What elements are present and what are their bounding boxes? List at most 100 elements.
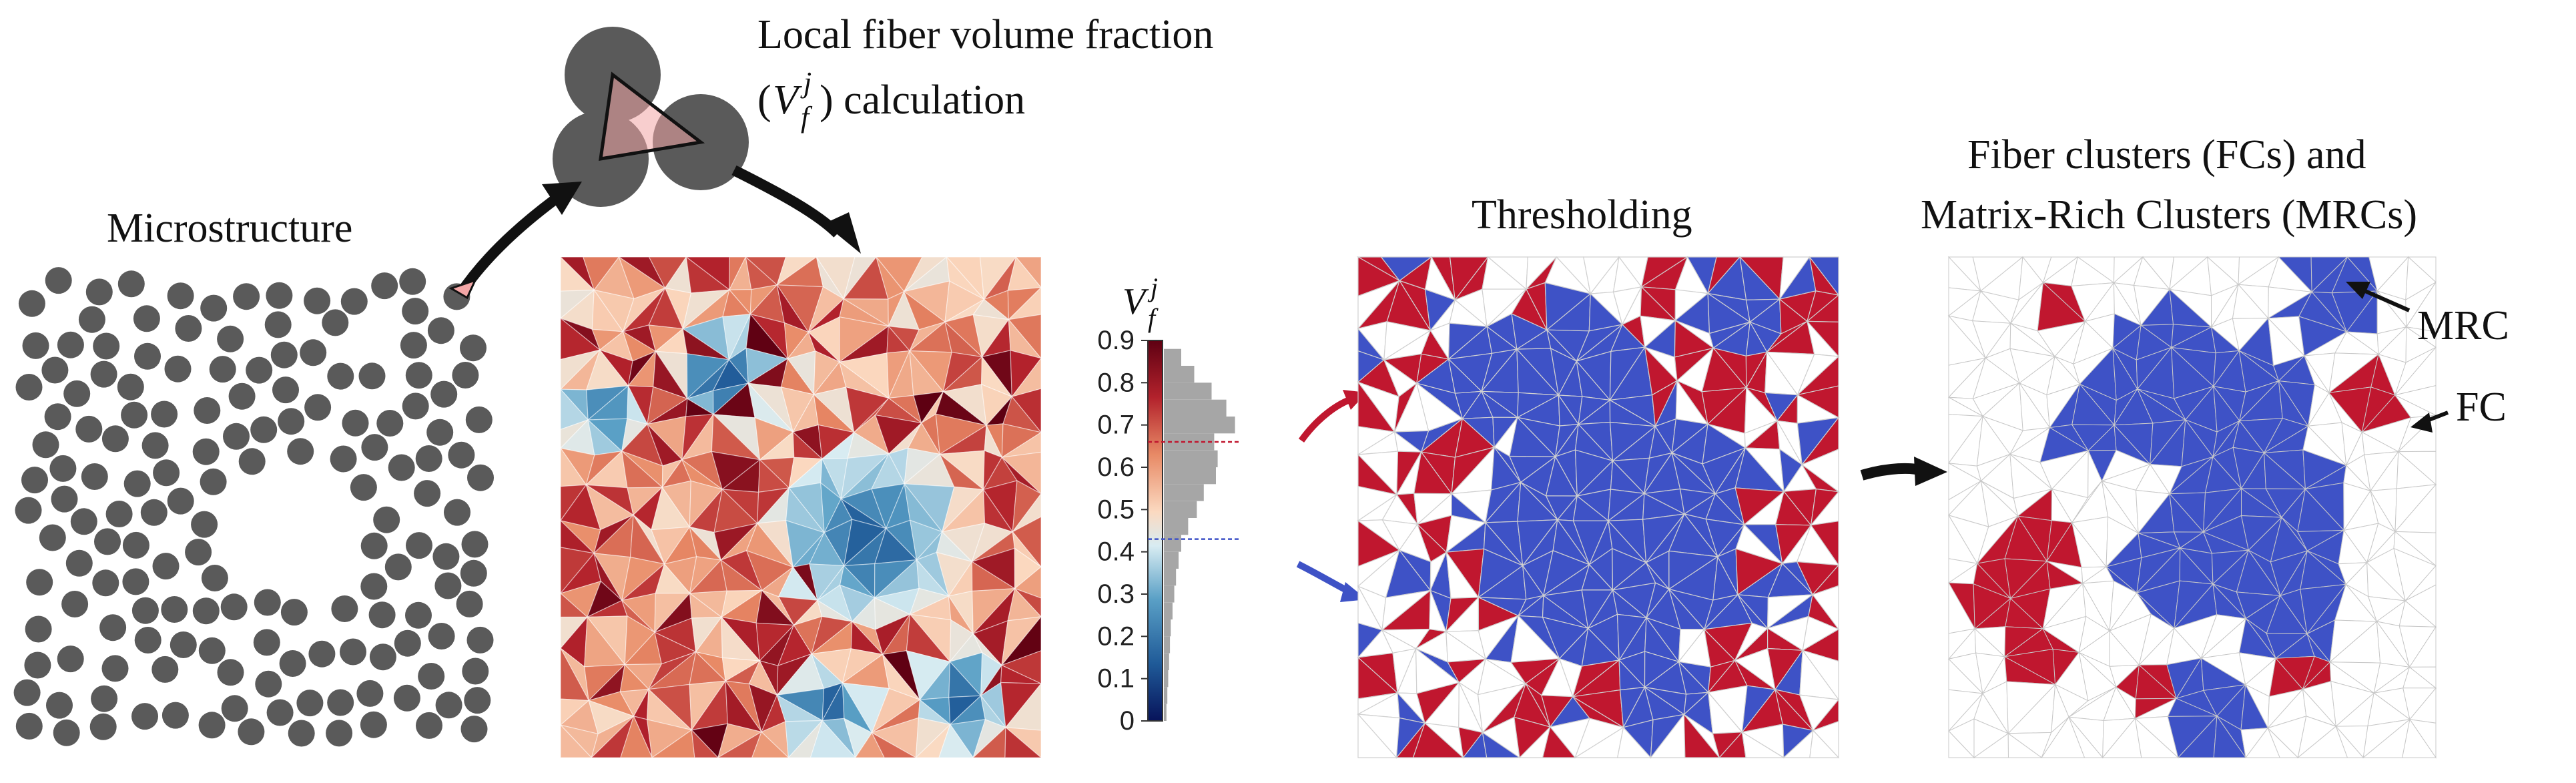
fiber [15,712,43,740]
fiber [131,597,159,624]
fiber [85,278,113,306]
threshold-element [1741,731,1785,758]
fiber [53,719,80,746]
fiber [287,438,314,465]
fiber [122,531,149,559]
mesh-element [620,715,653,758]
fiber [191,511,218,538]
vf-symbol-sup: j [800,66,812,99]
fiber [209,356,236,383]
fiber [462,658,489,685]
fiber [288,720,315,747]
colorbar-tick-label: 0.3 [1097,579,1135,609]
fiber [45,267,72,294]
fiber [264,311,292,338]
fiber [167,487,194,515]
fiber [465,406,493,433]
fiber [164,355,192,382]
fiber [331,595,358,622]
fiber [464,687,491,714]
fiber [360,573,388,600]
fiber [278,408,305,435]
histogram-bar [1164,518,1189,535]
fiber [15,374,43,401]
fiber [456,590,483,617]
fiber [428,623,455,649]
fiber [406,532,432,559]
colorbar-title-sub: f [1148,303,1159,333]
vf-symbol-base: V [773,77,802,123]
fiber [399,268,426,295]
fiber [105,501,133,527]
fiber [167,282,194,310]
calc-paren-close: ) calculation [820,77,1025,123]
triangle-overlay [599,71,705,162]
colorbar-gradient [1147,340,1163,722]
fiber [270,341,298,368]
fc-annotation: FC [2456,384,2507,430]
fiber [217,325,244,352]
fiber [444,499,470,526]
fiber [308,640,336,668]
fiber [358,362,386,390]
fiber [452,362,479,388]
fiber [250,416,278,443]
fiber [322,309,349,336]
fiber [427,317,454,344]
cluster-element [2068,716,2104,758]
histogram-bar [1164,602,1173,619]
fiber [123,470,151,497]
fiber [152,553,180,580]
threshold-element [1809,729,1840,758]
fiber [101,425,129,453]
colorbar-tick-label: 0.4 [1097,537,1135,567]
fiber [361,434,388,461]
fiber [101,655,129,682]
fiber [192,438,220,465]
fiber [466,626,494,654]
fiber [402,393,429,420]
fiber [340,638,366,666]
fiber [41,356,69,384]
vf-symbol-sub: f [801,101,813,134]
mesh-element [938,723,974,758]
fiber [201,565,228,591]
fiber [141,432,169,459]
histogram-bar [1164,535,1181,552]
fc-pointer-head [2410,413,2433,433]
fiber [93,332,120,360]
calc-label-line1: Local fiber volume fraction [757,12,1213,57]
fiber [415,445,442,472]
histogram-bar [1164,687,1168,704]
fiber [99,614,127,641]
histogram-bar [1164,636,1171,654]
cluster-element [2267,728,2299,758]
fiber [26,569,53,596]
fiber [70,508,97,535]
fiber [369,643,396,671]
fiber [57,331,84,358]
colorbar-tick-label: 0.5 [1097,495,1135,524]
fiber [238,718,265,746]
clusters-label-line2: Matrix-Rich Clusters (MRCs) [1921,192,2417,238]
fiber [376,410,404,437]
fiber [340,288,368,315]
arrow-lower-threshold [1296,561,1353,596]
fiber [21,467,48,494]
fiber [89,713,117,740]
fiber [467,464,494,491]
histogram-bar [1164,670,1169,688]
fiber [151,656,179,683]
fiber [217,659,244,686]
fiber [51,485,78,513]
fiber [402,298,429,325]
fiber [121,401,148,429]
fiber [57,645,84,673]
fiber [94,528,121,555]
calc-label-line2: ( V j f ) calculation [757,66,1025,134]
fiber [61,591,89,617]
fiber [327,689,354,716]
colorbar-title-sup: j [1147,272,1158,302]
cluster-element [2402,718,2437,758]
fiber [272,376,299,404]
